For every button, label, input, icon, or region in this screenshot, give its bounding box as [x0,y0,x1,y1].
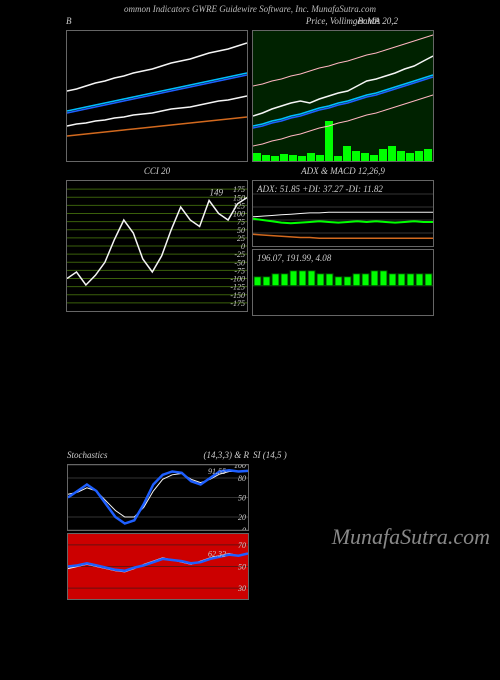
stoch-chart: 100 80 50 20 0 91.55 [68,465,248,530]
cci-panel: 1751501251007550250-25-50-75-100-125-150… [66,180,248,312]
adx-title: ADX & MACD 12,26,9 [301,166,385,176]
bb-panel [66,30,248,162]
watermark: MunafaSutra.com [332,524,490,550]
price-panel-wrap: Price, Vollimger MA [252,30,434,162]
cci-title: CCI 20 [144,166,170,176]
svg-text:70: 70 [238,541,246,550]
adx-panel: ADX: 51.85 +DI: 37.27 -DI: 11.82 [252,180,434,247]
svg-text:0: 0 [242,526,246,530]
stoch-rsi-wrap: Stochastics (14,3,3) & R 100805020091.55… [67,464,249,600]
svg-text:91.55: 91.55 [208,467,226,476]
macd-chart: 196.07, 191.99, 4.08 [253,250,433,315]
cci-chart: 1751501251007550250-25-50-75-100-125-150… [67,181,247,311]
svg-text:-175: -175 [230,299,245,308]
svg-text:80: 80 [238,474,246,483]
price-panel [252,30,434,162]
page-header: ommon Indicators GWRE Guidewire Software… [0,0,500,16]
rsi-chart: 70 50 30 62.32 [68,534,248,599]
adx-macd-stack: ADX: 51.85 +DI: 37.27 -DI: 11.82 196.07,… [252,180,434,316]
spacer [0,320,500,450]
stoch-panel: 100 80 50 20 0 91.55 [67,464,249,531]
svg-text:149: 149 [210,188,224,198]
macd-panel: 196.07, 191.99, 4.08 [252,249,434,316]
bb-title-left: B [66,16,72,26]
row-1: B Bands 20,2 Price, Vollimger MA [0,16,500,162]
price-title: Price, Vollimger MA [306,16,380,26]
cci-panel-wrap: CCI 20 1751501251007550250-25-50-75-100-… [66,180,248,316]
svg-text:50: 50 [238,494,246,503]
svg-text:ADX: 51.85 +DI: 37.27 -DI: 11.: ADX: 51.85 +DI: 37.27 -DI: 11.82 [256,184,383,194]
bb-chart [67,31,247,161]
svg-text:196.07, 191.99, 4.08: 196.07, 191.99, 4.08 [257,253,332,263]
stoch-title-right: (14,3,3) & R [204,450,250,460]
rsi-title: SI (14,5 ) [253,450,287,460]
adx-chart: ADX: 51.85 +DI: 37.27 -DI: 11.82 [253,181,433,246]
adx-macd-wrap: ADX & MACD 12,26,9 ADX: 51.85 +DI: 37.27… [252,180,434,316]
price-chart [253,31,433,161]
stoch-title-left: Stochastics [67,450,108,460]
row-2: CCI 20 1751501251007550250-25-50-75-100-… [0,166,500,316]
rsi-panel: 70 50 30 62.32 [67,533,249,600]
bb-panel-wrap: B Bands 20,2 [66,30,248,162]
svg-text:50: 50 [238,563,246,572]
svg-text:62.32: 62.32 [208,550,226,559]
svg-text:20: 20 [238,513,246,522]
svg-text:100: 100 [234,465,246,470]
svg-text:30: 30 [237,584,246,593]
stoch-rsi-stack: 100 80 50 20 0 91.55 70 50 30 62.32 [67,464,249,600]
